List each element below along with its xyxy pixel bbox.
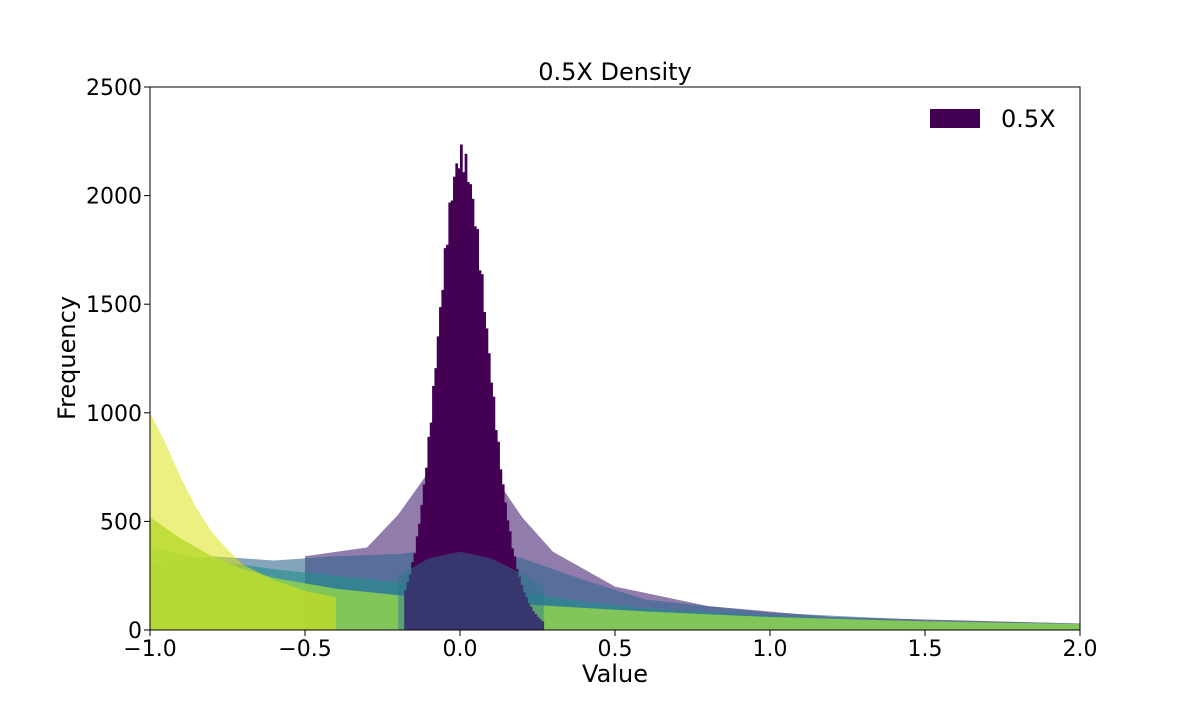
histogram-bar [460, 144, 463, 631]
plot-area [150, 412, 1080, 630]
histogram-bar [404, 589, 407, 630]
histogram-bar [536, 616, 540, 630]
density-layer-peak-band [398, 551, 544, 630]
histogram-bar [413, 553, 417, 630]
histogram-bar [406, 582, 410, 630]
x-tick-label: 1.5 [908, 637, 943, 662]
histogram-bar [511, 548, 514, 630]
histogram-bar [513, 556, 517, 630]
histogram-bar [471, 198, 475, 630]
histogram-bar [494, 430, 498, 630]
x-axis-ticks: −1.0 −0.5 0.0 0.5 1.0 1.5 2.0 [123, 630, 1098, 662]
histogram-bar [443, 248, 447, 630]
histogram-bar [418, 523, 421, 630]
histogram-bar [411, 562, 414, 630]
histogram-bar [420, 504, 424, 630]
histogram-bar [532, 611, 535, 630]
y-axis-label: Frequency [53, 296, 81, 420]
histogram-bar [462, 172, 466, 630]
histogram-bar [506, 520, 510, 630]
x-tick-label: 0.0 [443, 637, 478, 662]
histogram-bar [415, 536, 419, 630]
histogram-bars [398, 144, 545, 631]
histogram-bar [539, 619, 542, 630]
histogram-bar [425, 467, 428, 630]
histogram-bar [529, 606, 533, 630]
histogram-bar [478, 270, 482, 630]
histogram-bar [466, 181, 470, 630]
x-tick-label: 0.5 [598, 637, 633, 662]
histogram-bar [469, 184, 473, 630]
y-tick-label: 2500 [86, 76, 142, 101]
histogram-bar [450, 200, 454, 630]
histogram-bar [408, 574, 412, 630]
histogram-bar [522, 592, 526, 630]
density-layer-3 [150, 517, 1080, 630]
histogram-bar [432, 385, 435, 630]
density-layer-4 [150, 412, 336, 630]
histogram-bar [541, 621, 545, 630]
histogram-bar [480, 274, 484, 630]
histogram-bar [499, 469, 503, 630]
histogram-bar [485, 328, 489, 630]
y-tick-label: 1500 [86, 293, 142, 318]
histogram-bar [441, 289, 445, 630]
legend: 0.5X [930, 105, 1056, 133]
histogram-bar [508, 531, 512, 630]
histogram-bar [427, 436, 431, 630]
histogram-bar [525, 597, 528, 630]
histogram-bar [497, 441, 500, 630]
histogram-bar [422, 484, 426, 630]
histogram-bar [455, 163, 459, 630]
histogram-bar [483, 312, 486, 630]
x-tick-label: 1.0 [753, 637, 788, 662]
y-tick-label: 500 [100, 510, 142, 535]
histogram-bar [429, 422, 433, 630]
histogram-bar [436, 336, 440, 630]
y-tick-label: 0 [128, 619, 142, 644]
histogram-bar [487, 353, 491, 630]
histogram-bar [446, 244, 449, 630]
histogram-bar [434, 368, 438, 630]
plot-frame [149, 86, 1081, 631]
histogram-bar [453, 176, 456, 631]
y-tick-label: 1000 [86, 402, 142, 427]
histogram-bar [501, 484, 505, 630]
histogram-bar [515, 569, 519, 630]
histogram-bar [476, 229, 479, 630]
x-tick-label: −0.5 [278, 637, 331, 662]
histogram-bar [490, 382, 493, 630]
legend-swatch-0-5x [930, 109, 980, 128]
legend-label-0-5x: 0.5X [1001, 105, 1056, 133]
y-tick-label: 2000 [86, 185, 142, 210]
x-tick-label: 2.0 [1063, 637, 1098, 662]
x-tick-label: −1.0 [123, 637, 176, 662]
histogram-bar [464, 153, 468, 630]
histogram-bar [448, 202, 452, 631]
chart-title: 0.5X Density [538, 58, 691, 86]
histogram-bar [492, 396, 496, 630]
histogram-bar [457, 168, 461, 630]
y-axis-ticks: 0 500 1000 1500 2000 2500 [86, 76, 150, 644]
histogram-bar [534, 614, 538, 630]
histogram-bar [473, 226, 477, 630]
histogram-bar [518, 576, 521, 630]
histogram-bar [439, 307, 442, 630]
x-axis-label: Value [582, 660, 648, 688]
histogram-bar [504, 502, 507, 630]
histogram-bar [520, 584, 524, 630]
histogram-bar [527, 603, 531, 630]
